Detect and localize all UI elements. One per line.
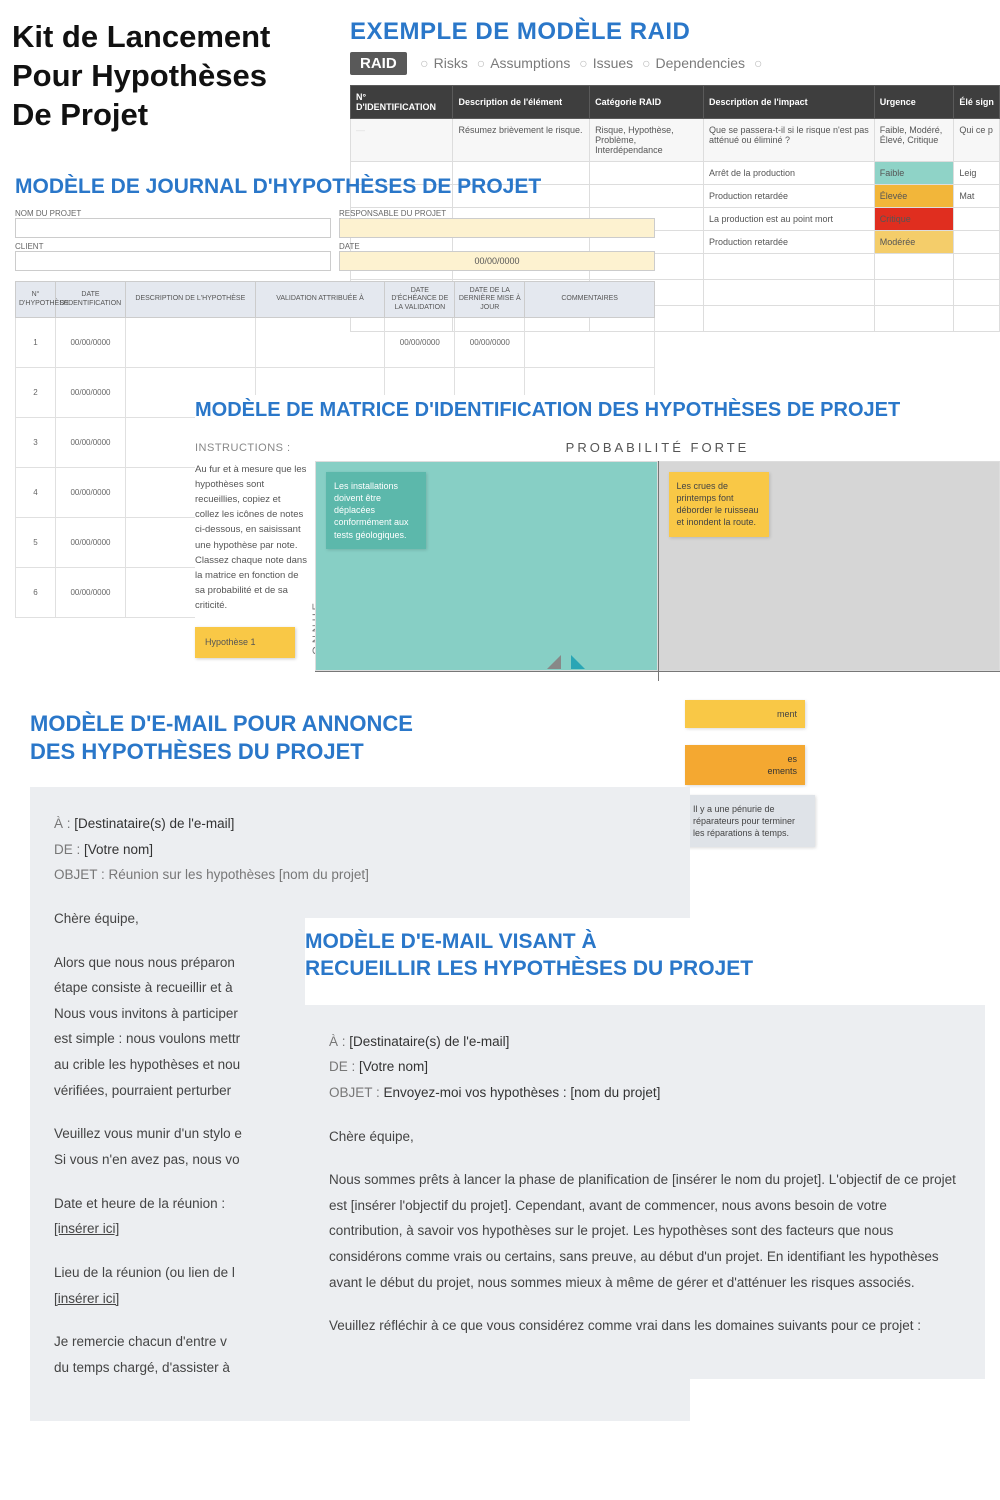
meta-label: RESPONSABLE DU PROJET — [339, 209, 655, 218]
journal-row: 100/00/000000/00/000000/00/0000 — [16, 318, 655, 368]
raid-header-row: N° D'IDENTIFICATIONDescription de l'élém… — [351, 86, 1000, 119]
client-input[interactable] — [15, 251, 331, 271]
email2-card: À : [Destinataire(s) de l'e-mail] DE : [… — [305, 1005, 985, 1379]
raid-title: EXEMPLE DE MODÈLE RAID — [350, 18, 1000, 46]
matrice-section: MODÈLE DE MATRICE D'IDENTIFICATION DES H… — [195, 395, 1000, 671]
raid-subtitle: ○Risks ○Assumptions ○Issues ○Dependencie… — [415, 55, 767, 71]
lower-notes: ment es ements Il y a une pénurie de rép… — [685, 700, 905, 900]
meta-label: NOM DU PROJET — [15, 209, 331, 218]
journal-meta: NOM DU PROJET RESPONSABLE DU PROJET CLIE… — [15, 209, 655, 271]
quadrant-tr[interactable]: Les crues de printemps font déborder le … — [658, 461, 1000, 671]
insert-placeholder[interactable]: [insérer ici] — [54, 1221, 119, 1236]
email1-title: MODÈLE D'E-MAIL POUR ANNONCE DES HYPOTHÈ… — [30, 710, 690, 765]
instructions: INSTRUCTIONS : Au fur et à mesure que le… — [195, 440, 315, 671]
matrix-area: PROBABILITÉ FORTE ONNUE INCONNUE Les ins… — [315, 440, 1000, 671]
project-resp-input[interactable] — [339, 218, 655, 238]
hypothesis-note[interactable]: Hypothèse 1 — [195, 627, 295, 657]
insert-placeholder[interactable]: [insérer ici] — [54, 1291, 119, 1306]
email2-title: MODÈLE D'E-MAIL VISANT À RECUEILLIR LES … — [305, 928, 985, 983]
arrow-icon — [571, 655, 585, 669]
matrix-note[interactable]: Les crues de printemps font déborder le … — [669, 472, 769, 537]
email-collect: MODÈLE D'E-MAIL VISANT À RECUEILLIR LES … — [305, 918, 985, 1379]
quadrant-tl[interactable]: Les installations doivent être déplacées… — [315, 461, 658, 671]
matrix-note[interactable]: es ements — [685, 745, 805, 785]
date-input[interactable]: 00/00/0000 — [339, 251, 655, 271]
journal-title: MODÈLE DE JOURNAL D'HYPOTHÈSES DE PROJET — [15, 175, 655, 199]
matrix-note[interactable]: Les installations doivent être déplacées… — [326, 472, 426, 549]
matrice-title: MODÈLE DE MATRICE D'IDENTIFICATION DES H… — [195, 399, 1000, 422]
axis-vertical — [658, 461, 659, 681]
arrow-icon — [547, 655, 561, 669]
raid-desc-row: — Résumez brièvement le risque. Risque, … — [351, 119, 1000, 162]
matrix-note[interactable]: Il y a une pénurie de réparateurs pour t… — [685, 795, 815, 847]
project-name-input[interactable] — [15, 218, 331, 238]
main-title: Kit de Lancement Pour Hypothèses De Proj… — [12, 18, 270, 134]
journal-header: N° D'HYPOTHÈSEDATE D'IDENTIFICATIONDESCR… — [16, 282, 655, 318]
prob-top-label: PROBABILITÉ FORTE — [315, 440, 1000, 455]
meta-label: DATE — [339, 242, 655, 251]
raid-pill: RAID — [350, 52, 407, 75]
matrix-note[interactable]: ment — [685, 700, 805, 728]
meta-label: CLIENT — [15, 242, 331, 251]
